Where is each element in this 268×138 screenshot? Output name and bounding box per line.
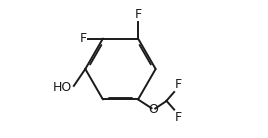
Text: HO: HO xyxy=(53,81,72,94)
Text: O: O xyxy=(149,103,159,116)
Text: F: F xyxy=(175,111,182,124)
Text: F: F xyxy=(80,32,87,45)
Text: F: F xyxy=(175,78,182,91)
Text: F: F xyxy=(135,8,142,21)
